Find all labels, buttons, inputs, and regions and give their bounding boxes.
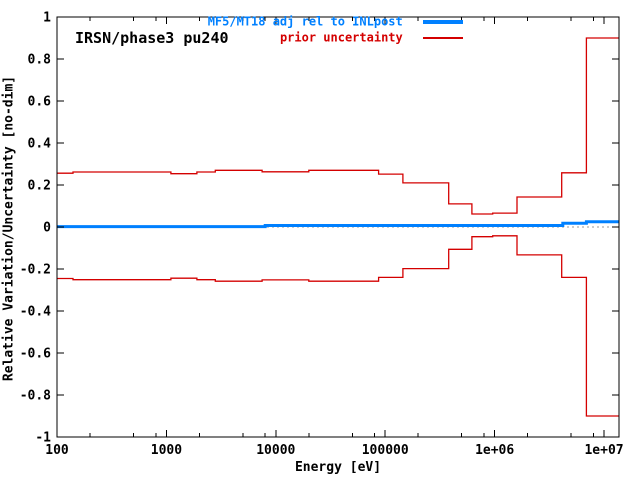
plot-annotation: IRSN/phase3 pu240: [75, 29, 229, 47]
legend: MF5/MT18 adj rel to INLpost prior uncert…: [0, 13, 463, 45]
legend-row-adjustment: MF5/MT18 adj rel to INLpost: [0, 13, 463, 29]
x-tick-label: 10000: [256, 443, 295, 458]
y-axis-title: Relative Variation/Uncertainty [no-dim]: [1, 75, 17, 382]
series-curve-1: [57, 37, 619, 215]
y-tick-label: -0.4: [20, 305, 51, 320]
x-tick-label: 1e+06: [475, 443, 514, 458]
legend-line-sample-blue: [423, 19, 463, 24]
y-tick-label: 1: [43, 11, 51, 26]
legend-line-sample-red: [423, 36, 463, 39]
series-curve-0: [57, 220, 619, 229]
y-tick-label: -1: [35, 431, 51, 446]
x-tick-label: 100000: [362, 443, 409, 458]
y-tick-label: 0.8: [28, 53, 52, 68]
x-tick-label: 1000: [151, 443, 182, 458]
y-tick-label: 0.2: [28, 179, 51, 194]
y-tick-label: 0.6: [28, 95, 52, 110]
series-curve-2: [57, 235, 619, 417]
y-tick-label: 0: [43, 221, 51, 236]
x-tick-label: 100: [45, 443, 69, 458]
legend-label-prior: prior uncertainty: [279, 30, 403, 45]
y-tick-label: -0.6: [20, 347, 51, 362]
y-tick-label: -0.8: [20, 389, 51, 404]
x-tick-label: 1e+07: [584, 443, 623, 458]
legend-row-prior: prior uncertainty: [0, 29, 463, 45]
y-tick-label: -0.2: [20, 263, 51, 278]
x-axis-title: Energy [eV]: [294, 460, 382, 475]
legend-label-adjustment: MF5/MT18 adj rel to INLpost: [207, 14, 403, 29]
y-tick-label: 0.4: [28, 137, 52, 152]
